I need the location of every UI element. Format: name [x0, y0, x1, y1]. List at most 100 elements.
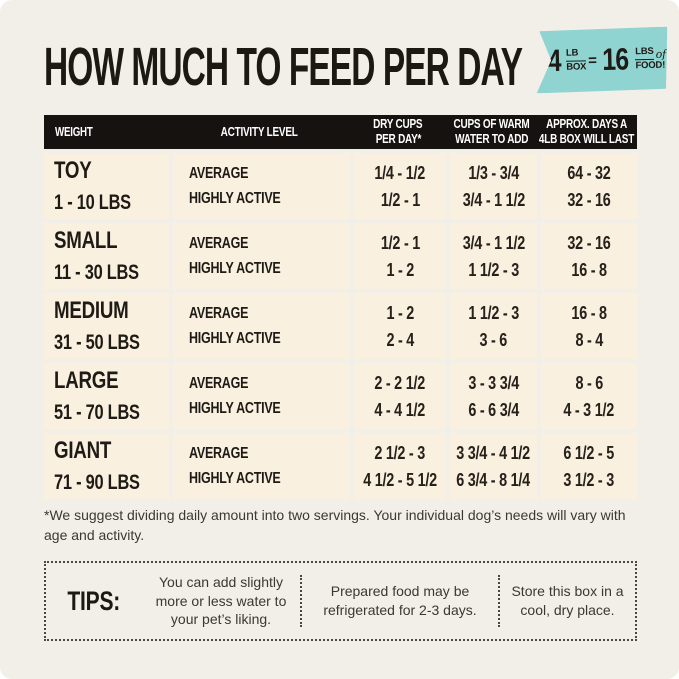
dry-cups-highly-active: 1 - 2: [386, 259, 414, 280]
table-row-large: LARGE 51 - 70 LBS AVERAGE HIGHLY ACTIVE …: [44, 363, 637, 429]
days-cell: 6 1/2 - 5 3 1/2 - 3: [536, 433, 637, 499]
header-activity-label: ACTIVITY LEVEL: [220, 124, 298, 139]
activity-cell: AVERAGE HIGHLY ACTIVE: [168, 363, 350, 429]
warm-water-cell: 3/4 - 1 1/2 1 1/2 - 3: [446, 223, 537, 289]
days-cell: 16 - 8 8 - 4: [536, 293, 637, 359]
header-days-line2: 4LB BOX WILL LAST: [539, 132, 635, 146]
dry-cups-highly-active: 2 - 4: [386, 329, 414, 350]
activity-average-label: AVERAGE: [188, 304, 248, 322]
water-average: 1 1/2 - 3: [468, 302, 519, 323]
serving-footnote: *We suggest dividing daily amount into t…: [44, 507, 626, 543]
warm-water-cell: 1/3 - 3/4 3/4 - 1 1/2: [446, 153, 537, 219]
days-cell: 8 - 6 4 - 3 1/2: [536, 363, 637, 429]
size-label: GIANT: [54, 437, 112, 464]
header-warm-water-line1: CUPS OF WARM: [453, 117, 530, 131]
weight-cell: TOY 1 - 10 LBS: [44, 153, 169, 219]
table-row-medium: MEDIUM 31 - 50 LBS AVERAGE HIGHLY ACTIVE…: [44, 293, 637, 359]
size-label: SMALL: [54, 227, 118, 254]
weight-range: 51 - 70 LBS: [54, 401, 140, 424]
table-header-row: WEIGHT ACTIVITY LEVEL DRY CUPS PER DAY* …: [44, 115, 637, 149]
warm-water-cell: 1 1/2 - 3 3 - 6: [446, 293, 537, 359]
days-highly-active: 3 1/2 - 3: [563, 469, 615, 490]
badge-unit-lbs: LBS: [635, 46, 654, 60]
dry-cups-highly-active: 4 1/2 - 5 1/2: [363, 469, 437, 490]
dry-cups-highly-active: 4 - 4 1/2: [374, 399, 426, 420]
dry-cups-average: 1 - 2: [386, 302, 414, 323]
header-dry-cups-line1: DRY CUPS: [373, 117, 423, 131]
badge-box-unit: LB BOX: [566, 47, 587, 73]
tip-storage: Store this box in a cool, dry place.: [511, 583, 624, 618]
weight-range: 11 - 30 LBS: [54, 261, 139, 284]
dry-cups-average: 2 - 2 1/2: [374, 372, 426, 393]
dry-cups-average: 1/4 - 1/2: [374, 162, 426, 183]
tips-divider: [498, 575, 500, 627]
badge-food-unit-topline: LBS of: [635, 46, 666, 61]
weight-cell: LARGE 51 - 70 LBS: [44, 363, 169, 429]
days-average: 8 - 6: [575, 372, 603, 393]
dry-cups-cell: 1/4 - 1/2 1/2 - 1: [349, 153, 447, 219]
column-header-weight: WEIGHT: [44, 115, 169, 149]
weight-range: 1 - 10 LBS: [54, 191, 131, 214]
dry-cups-average: 2 1/2 - 3: [374, 442, 426, 463]
badge-unit-box: BOX: [566, 61, 587, 73]
water-highly-active: 1 1/2 - 3: [468, 259, 519, 280]
weight-cell: GIANT 71 - 90 LBS: [44, 433, 169, 499]
activity-cell: AVERAGE HIGHLY ACTIVE: [168, 153, 350, 219]
tip-water-adjustment: You can add slightly more or less water …: [155, 573, 287, 628]
activity-highly-active-label: HIGHLY ACTIVE: [188, 189, 281, 207]
tips-divider: [300, 575, 302, 627]
days-highly-active: 8 - 4: [575, 329, 603, 350]
days-highly-active: 4 - 3 1/2: [563, 399, 615, 420]
water-highly-active: 3/4 - 1 1/2: [462, 189, 525, 210]
badge-unit-of: of: [655, 47, 667, 61]
dry-cups-average: 1/2 - 1: [380, 232, 420, 253]
activity-average-label: AVERAGE: [188, 444, 248, 462]
column-header-activity-level: ACTIVITY LEVEL: [169, 115, 350, 149]
feeding-table: WEIGHT ACTIVITY LEVEL DRY CUPS PER DAY* …: [44, 115, 637, 499]
badge-food-quantity: 16: [601, 41, 629, 77]
size-label: LARGE: [54, 367, 119, 394]
days-average: 32 - 16: [567, 232, 611, 253]
weight-cell: SMALL 11 - 30 LBS: [44, 223, 169, 289]
table-row-toy: TOY 1 - 10 LBS AVERAGE HIGHLY ACTIVE 1/4…: [44, 153, 637, 219]
badge-food-unit: LBS of FOOD!: [635, 46, 666, 72]
activity-highly-active-label: HIGHLY ACTIVE: [188, 329, 281, 347]
water-average: 3 3/4 - 4 1/2: [456, 442, 531, 463]
days-highly-active: 16 - 8: [571, 259, 607, 280]
activity-cell: AVERAGE HIGHLY ACTIVE: [168, 293, 350, 359]
header-warm-water-line2: WATER TO ADD: [454, 132, 528, 146]
activity-highly-active-label: HIGHLY ACTIVE: [188, 399, 281, 417]
badge-unit-food: FOOD!: [635, 59, 666, 72]
water-highly-active: 3 - 6: [479, 329, 508, 350]
header-dry-cups-line2: PER DAY*: [375, 132, 421, 146]
days-average: 16 - 8: [571, 302, 607, 323]
water-average: 3/4 - 1 1/2: [462, 232, 525, 253]
badge-unit-lb: LB: [566, 47, 586, 61]
weight-range: 71 - 90 LBS: [54, 471, 140, 494]
water-average: 3 - 3 3/4: [468, 372, 519, 393]
tips-box: TIPS: You can add slightly more or less …: [44, 561, 637, 641]
column-header-days-box-lasts: APPROX. DAYS A 4LB BOX WILL LAST: [537, 115, 637, 149]
dry-cups-cell: 2 - 2 1/2 4 - 4 1/2: [349, 363, 447, 429]
activity-highly-active-label: HIGHLY ACTIVE: [188, 469, 281, 487]
days-cell: 32 - 16 16 - 8: [536, 223, 637, 289]
tip-refrigeration: Prepared food may be refrigerated for 2-…: [323, 583, 477, 618]
warm-water-cell: 3 - 3 3/4 6 - 6 3/4: [446, 363, 537, 429]
activity-highly-active-label: HIGHLY ACTIVE: [188, 259, 281, 277]
equals-sign: =: [587, 51, 598, 69]
column-header-dry-cups: DRY CUPS PER DAY*: [350, 115, 446, 149]
activity-average-label: AVERAGE: [188, 374, 248, 392]
activity-cell: AVERAGE HIGHLY ACTIVE: [168, 223, 350, 289]
header-days-line1: APPROX. DAYS A: [546, 117, 628, 131]
badge-box-quantity: 4: [547, 42, 561, 79]
water-highly-active: 6 3/4 - 8 1/4: [456, 469, 531, 490]
dry-cups-cell: 1 - 2 2 - 4: [349, 293, 447, 359]
activity-average-label: AVERAGE: [188, 234, 248, 252]
warm-water-cell: 3 3/4 - 4 1/2 6 3/4 - 8 1/4: [446, 433, 537, 499]
box-equivalence-badge: 4 LB BOX = 16 LBS of FOOD!: [535, 27, 668, 94]
dry-cups-cell: 2 1/2 - 3 4 1/2 - 5 1/2: [349, 433, 447, 499]
dry-cups-highly-active: 1/2 - 1: [380, 189, 420, 210]
days-highly-active: 32 - 16: [567, 189, 611, 210]
water-highly-active: 6 - 6 3/4: [468, 399, 519, 420]
